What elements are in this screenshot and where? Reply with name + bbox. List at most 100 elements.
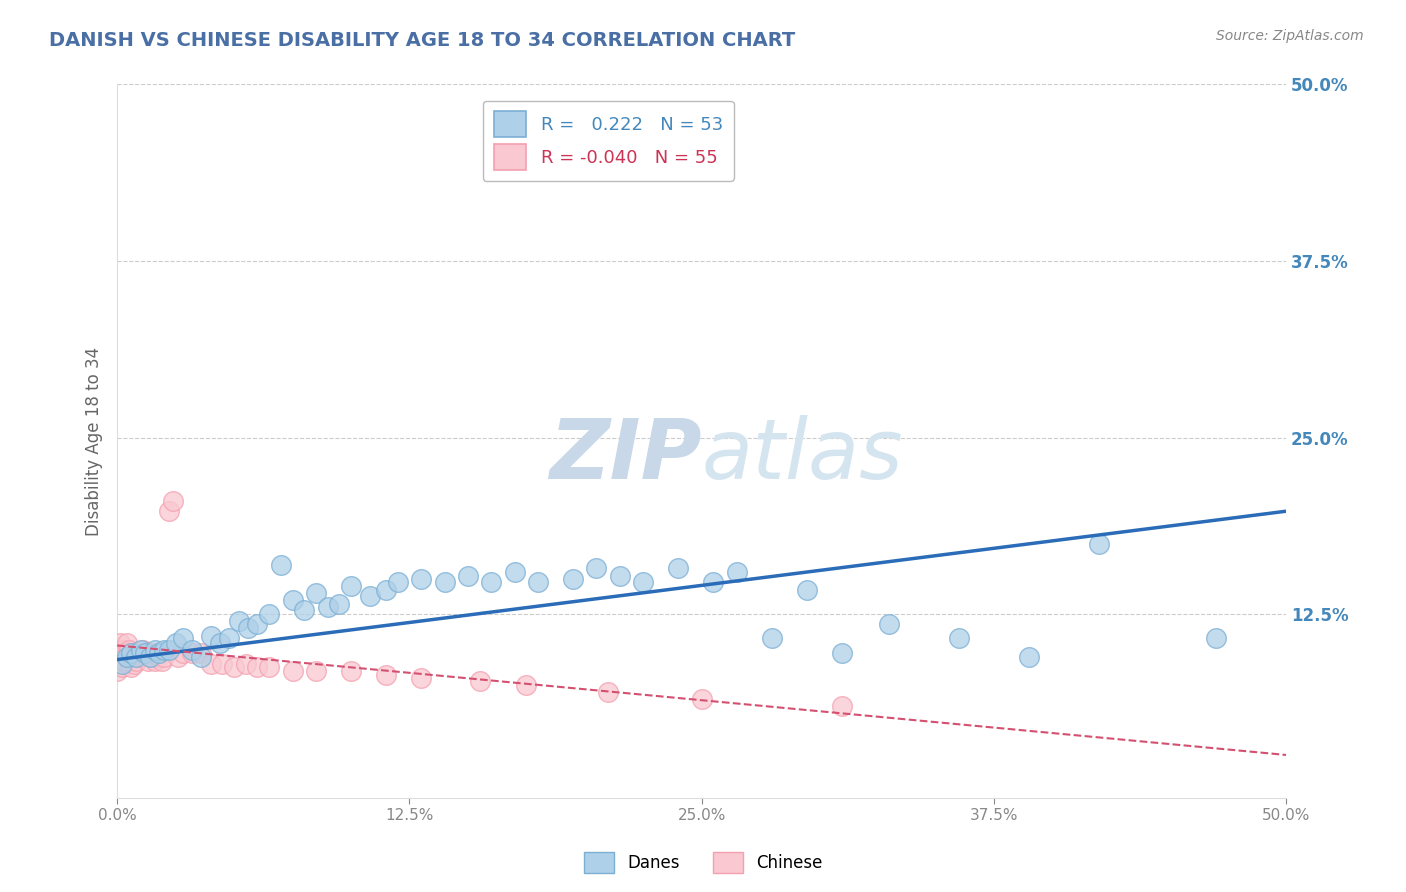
Point	[948, 632, 970, 646]
Point	[666, 560, 689, 574]
Point	[236, 622, 259, 636]
Point	[209, 635, 232, 649]
Point	[305, 586, 328, 600]
Point	[831, 646, 853, 660]
Point	[200, 657, 222, 671]
Point	[190, 646, 212, 660]
Point	[340, 579, 363, 593]
Point	[877, 617, 900, 632]
Y-axis label: Disability Age 18 to 34: Disability Age 18 to 34	[86, 347, 103, 536]
Point	[132, 642, 155, 657]
Point	[340, 664, 363, 678]
Point	[598, 685, 620, 699]
Point	[127, 646, 149, 660]
Point	[141, 649, 163, 664]
Point	[108, 646, 131, 660]
Point	[148, 649, 170, 664]
Point	[111, 657, 134, 671]
Point	[148, 646, 170, 660]
Point	[105, 649, 128, 664]
Point	[153, 649, 176, 664]
Point	[157, 504, 180, 518]
Point	[1205, 632, 1227, 646]
Point	[111, 642, 134, 657]
Point	[211, 657, 233, 671]
Text: DANISH VS CHINESE DISABILITY AGE 18 TO 34 CORRELATION CHART: DANISH VS CHINESE DISABILITY AGE 18 TO 3…	[49, 31, 796, 50]
Point	[120, 646, 142, 660]
Point	[125, 646, 148, 660]
Point	[222, 659, 245, 673]
Point	[479, 574, 502, 589]
Point	[181, 642, 204, 657]
Point	[115, 649, 138, 664]
Point	[1018, 649, 1040, 664]
Point	[150, 654, 173, 668]
Point	[108, 635, 131, 649]
Point	[281, 664, 304, 678]
Point	[328, 598, 350, 612]
Point	[359, 589, 381, 603]
Point	[515, 678, 537, 692]
Point	[411, 572, 433, 586]
Point	[609, 569, 631, 583]
Legend: R =   0.222   N = 53, R = -0.040   N = 55: R = 0.222 N = 53, R = -0.040 N = 55	[482, 101, 734, 180]
Point	[111, 659, 134, 673]
Text: atlas: atlas	[702, 415, 903, 496]
Point	[108, 654, 131, 668]
Point	[125, 654, 148, 668]
Point	[153, 642, 176, 657]
Point	[172, 632, 194, 646]
Text: ZIP: ZIP	[550, 415, 702, 496]
Point	[316, 600, 339, 615]
Point	[281, 593, 304, 607]
Point	[118, 654, 141, 668]
Point	[157, 642, 180, 657]
Point	[246, 617, 269, 632]
Point	[761, 632, 783, 646]
Point	[585, 560, 607, 574]
Point	[218, 632, 240, 646]
Point	[143, 654, 166, 668]
Point	[257, 607, 280, 622]
Point	[235, 657, 257, 671]
Point	[165, 635, 187, 649]
Point	[112, 654, 135, 668]
Point	[457, 569, 479, 583]
Point	[115, 646, 138, 660]
Point	[139, 649, 162, 664]
Point	[181, 646, 204, 660]
Point	[105, 657, 128, 671]
Point	[125, 649, 148, 664]
Point	[690, 692, 713, 706]
Point	[375, 668, 398, 682]
Point	[387, 574, 409, 589]
Point	[292, 603, 315, 617]
Point	[146, 646, 169, 660]
Point	[200, 629, 222, 643]
Point	[257, 659, 280, 673]
Point	[122, 649, 145, 664]
Point	[468, 673, 491, 688]
Point	[375, 583, 398, 598]
Legend: Danes, Chinese: Danes, Chinese	[576, 846, 830, 880]
Point	[134, 646, 156, 660]
Text: Source: ZipAtlas.com: Source: ZipAtlas.com	[1216, 29, 1364, 43]
Point	[172, 646, 194, 660]
Point	[115, 635, 138, 649]
Point	[129, 649, 152, 664]
Point	[139, 646, 162, 660]
Point	[503, 565, 526, 579]
Point	[134, 646, 156, 660]
Point	[111, 649, 134, 664]
Point	[122, 657, 145, 671]
Point	[562, 572, 585, 586]
Point	[633, 574, 655, 589]
Point	[702, 574, 724, 589]
Point	[270, 558, 292, 572]
Point	[411, 671, 433, 685]
Point	[129, 642, 152, 657]
Point	[246, 659, 269, 673]
Point	[433, 574, 456, 589]
Point	[190, 649, 212, 664]
Point	[105, 664, 128, 678]
